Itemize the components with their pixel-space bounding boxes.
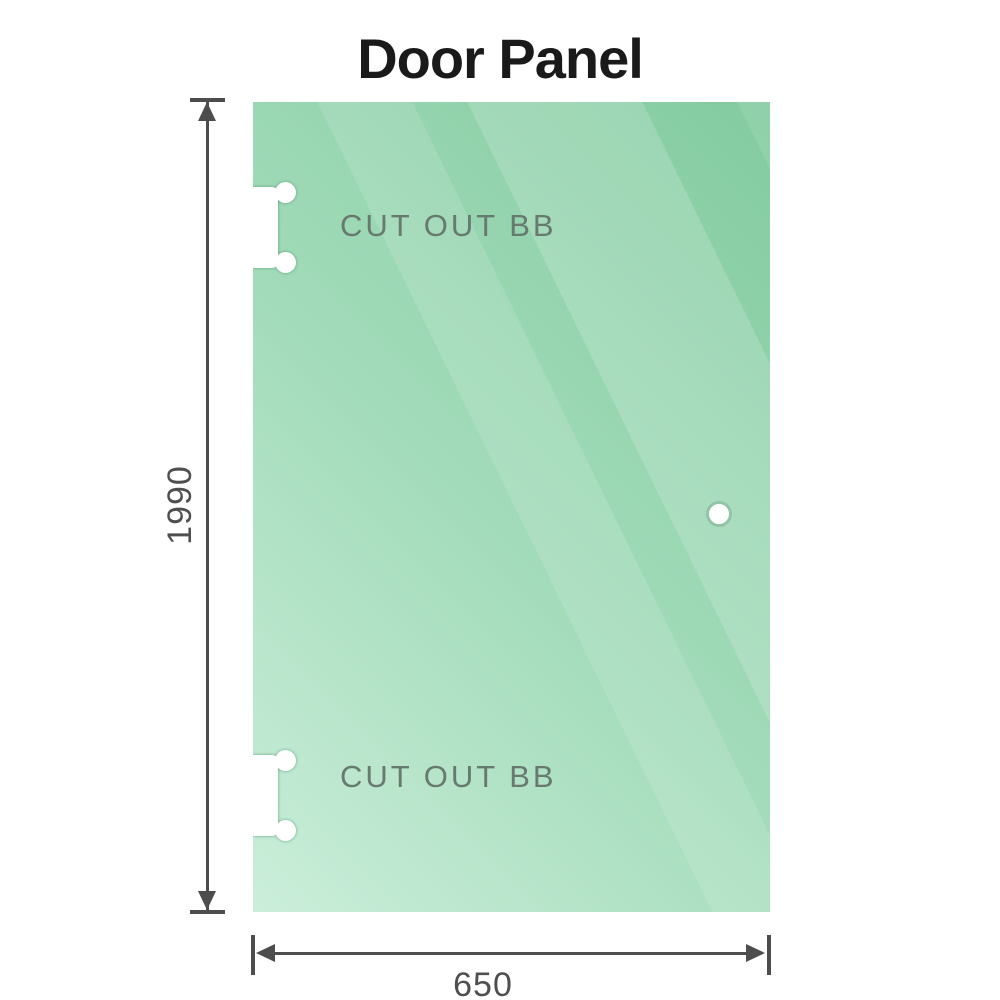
dimension-end-cap: [190, 910, 225, 914]
hinge-cutout-bottom: [253, 750, 300, 842]
page-title: Door Panel: [357, 27, 644, 90]
cutout-rect: [253, 755, 278, 836]
cutout-relief-hole: [275, 820, 296, 841]
dimension-end-cap: [251, 935, 255, 975]
hinge-cutout-top: [253, 182, 300, 274]
glass-panel: CUT OUT BB CUT OUT BB: [253, 102, 770, 912]
dimension-end-cap: [767, 935, 771, 975]
arrow-right-icon: [746, 944, 765, 962]
dimension-end-cap: [190, 98, 225, 102]
arrow-down-icon: [198, 891, 216, 910]
cutout-bottom-label: CUT OUT BB: [340, 759, 557, 794]
height-dimension-line: [206, 101, 209, 911]
cutout-relief-hole: [275, 182, 296, 203]
handle-hole: [706, 501, 732, 527]
cutout-rect: [253, 187, 278, 268]
cutout-relief-hole: [275, 750, 296, 771]
cutout-relief-hole: [275, 252, 296, 273]
cutout-top-label: CUT OUT BB: [340, 208, 557, 243]
height-value-label: 1990: [161, 465, 199, 545]
width-dimension-line: [262, 952, 758, 955]
width-value-label: 650: [453, 966, 513, 1000]
